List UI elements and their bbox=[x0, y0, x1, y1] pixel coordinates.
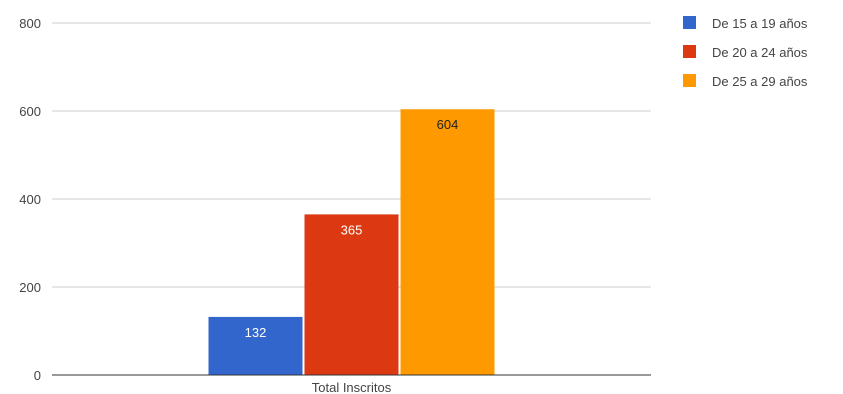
legend-label: De 20 a 24 años bbox=[712, 45, 808, 60]
bar-series-3[interactable] bbox=[400, 109, 495, 376]
y-tick-label: 600 bbox=[19, 104, 41, 119]
y-tick-label: 0 bbox=[34, 368, 41, 383]
bar-series-2[interactable] bbox=[304, 214, 399, 375]
bar-value-label: 604 bbox=[437, 117, 459, 132]
y-tick-label: 800 bbox=[19, 16, 41, 31]
y-tick-label: 400 bbox=[19, 192, 41, 207]
bars bbox=[208, 109, 495, 376]
legend-label: De 25 a 29 años bbox=[712, 74, 808, 89]
x-axis-category-label: Total Inscritos bbox=[312, 380, 392, 394]
legend-swatch bbox=[683, 74, 696, 87]
legend-swatch bbox=[683, 45, 696, 58]
legend-swatch bbox=[683, 16, 696, 29]
legend-label: De 15 a 19 años bbox=[712, 16, 808, 31]
bar-value-label: 365 bbox=[341, 222, 363, 237]
legend: De 15 a 19 años De 20 a 24 años De 25 a 29… bbox=[683, 16, 808, 89]
bar-value-label: 132 bbox=[245, 325, 267, 340]
y-axis-tick-labels: 0 200 400 600 800 bbox=[19, 16, 41, 383]
bar-series-1[interactable] bbox=[208, 316, 303, 375]
y-tick-label: 200 bbox=[19, 280, 41, 295]
data-labels: 132 365 604 bbox=[245, 117, 459, 340]
